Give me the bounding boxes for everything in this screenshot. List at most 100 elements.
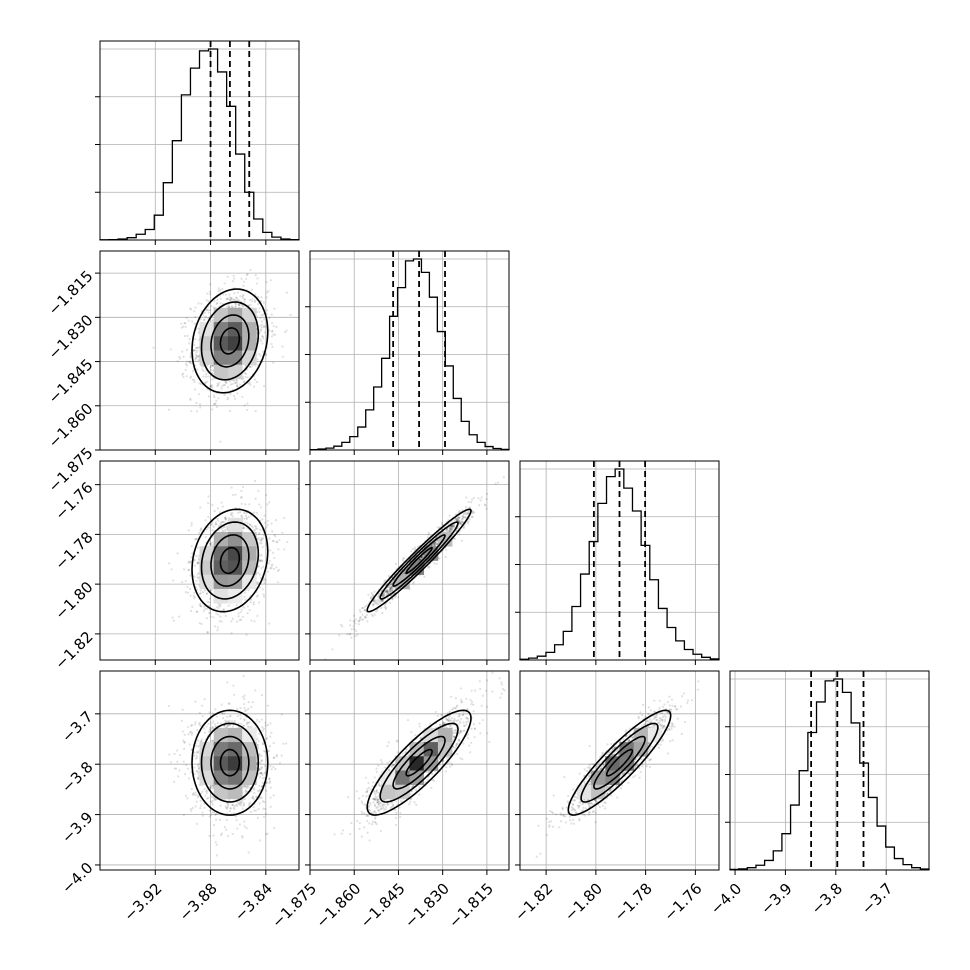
sample-point <box>190 556 193 559</box>
sample-point <box>256 277 259 280</box>
sample-point <box>237 303 240 307</box>
sample-point <box>357 623 361 626</box>
sample-point <box>208 601 211 604</box>
sample-point <box>258 732 261 735</box>
sample-point <box>229 392 232 396</box>
sample-point <box>195 410 198 413</box>
sample-point <box>257 571 260 575</box>
sample-point <box>389 587 392 591</box>
sample-point <box>462 515 465 519</box>
sample-point <box>243 517 246 520</box>
sample-point <box>219 722 222 725</box>
sample-point <box>239 496 242 499</box>
sample-point <box>259 768 262 771</box>
sample-point <box>258 531 261 535</box>
sample-point <box>268 501 271 504</box>
contour-line <box>392 534 446 587</box>
sample-point <box>381 599 384 603</box>
sample-point <box>387 592 390 595</box>
sample-point <box>260 559 264 562</box>
sample-point <box>182 568 186 571</box>
sample-point <box>193 343 196 347</box>
sample-point <box>195 346 198 350</box>
sample-point <box>254 497 257 500</box>
sample-point <box>456 519 459 522</box>
sample-point <box>363 616 367 619</box>
sample-point <box>207 526 211 529</box>
sample-point <box>266 523 269 527</box>
sample-point <box>259 324 262 328</box>
sample-point <box>192 349 195 352</box>
sample-point <box>261 545 264 549</box>
sample-point <box>204 519 207 522</box>
sample-point <box>381 594 384 597</box>
contour-line <box>379 521 459 600</box>
sample-point <box>242 377 245 381</box>
sample-point <box>367 593 370 596</box>
sample-point <box>264 521 267 524</box>
sample-point <box>207 299 210 303</box>
sample-point <box>224 719 227 722</box>
sample-point <box>285 329 288 332</box>
sample-point <box>441 521 444 524</box>
sample-point <box>169 761 172 764</box>
sample-point <box>459 522 462 525</box>
sample-point <box>434 541 437 544</box>
sample-point <box>384 590 387 593</box>
sample-point <box>260 313 263 316</box>
sample-point <box>220 527 223 530</box>
sample-point <box>388 587 391 590</box>
sample-point <box>190 524 193 527</box>
sample-point <box>445 530 449 533</box>
sample-point <box>220 832 224 835</box>
sample-point <box>389 590 393 593</box>
sample-point <box>231 382 234 385</box>
sample-point <box>231 493 235 497</box>
sample-point <box>195 822 198 825</box>
sample-point <box>433 541 437 544</box>
sample-point <box>358 608 361 612</box>
sample-point <box>190 362 193 365</box>
sample-point <box>205 592 208 595</box>
sample-point <box>223 393 226 396</box>
sample-point <box>231 832 234 836</box>
sample-point <box>260 296 263 299</box>
sample-point <box>185 375 188 378</box>
sample-point <box>220 501 223 504</box>
sample-point <box>184 773 187 776</box>
sample-point <box>471 511 475 514</box>
sample-point <box>208 290 211 293</box>
sample-point <box>200 622 203 626</box>
sample-point <box>420 556 424 559</box>
sample-point <box>230 512 233 515</box>
sample-point <box>450 525 453 528</box>
sample-point <box>248 298 252 302</box>
sample-point <box>250 619 253 622</box>
sample-point <box>211 799 214 802</box>
sample-point <box>378 599 382 602</box>
sample-point <box>201 591 205 594</box>
sample-point <box>203 311 206 315</box>
sample-point <box>183 334 187 338</box>
sample-point <box>248 523 251 526</box>
sample-point <box>197 393 201 396</box>
sample-point <box>462 526 465 530</box>
sample-point <box>196 368 199 371</box>
sample-point <box>259 796 262 799</box>
sample-point <box>195 355 199 358</box>
sample-point <box>199 529 202 532</box>
sample-point <box>226 297 229 300</box>
sample-point <box>261 314 264 317</box>
sample-point <box>270 731 273 734</box>
sample-point <box>277 548 280 551</box>
sample-point <box>449 526 452 529</box>
sample-point <box>364 616 368 619</box>
sample-point <box>365 613 368 617</box>
sample-point <box>448 529 451 532</box>
sample-point <box>205 617 209 620</box>
sample-point <box>383 580 386 583</box>
sample-point <box>224 518 228 521</box>
sample-point <box>224 380 227 383</box>
sample-point <box>391 589 394 592</box>
sample-point <box>373 613 376 616</box>
